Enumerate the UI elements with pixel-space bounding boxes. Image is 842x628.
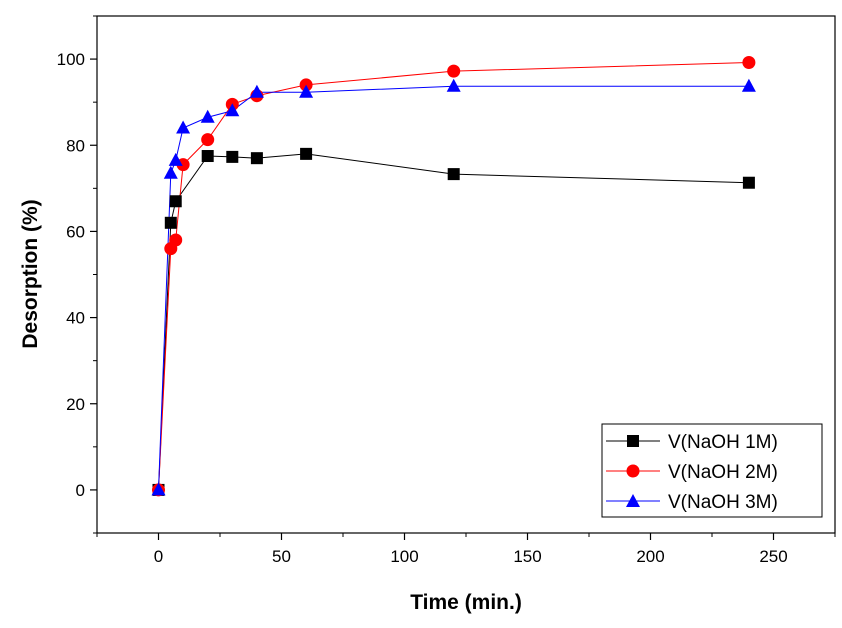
data-point-v-naoh-3m: [741, 78, 756, 92]
legend-marker-2m: [626, 464, 640, 478]
legend-marker-1m: [627, 435, 639, 447]
legend-label-1m: V(NaOH 1M): [668, 432, 778, 453]
x-tick-label: 100: [390, 547, 418, 566]
data-point-v-naoh-2m: [169, 233, 183, 247]
data-point-v-naoh-1m: [201, 150, 214, 163]
data-point-v-naoh-3m: [299, 84, 314, 98]
legend-label-3m: V(NaOH 3M): [668, 492, 778, 513]
data-point-v-naoh-3m: [249, 84, 264, 98]
y-tick-label: 100: [57, 50, 85, 69]
series-line-v-naoh-3m: [158, 85, 749, 490]
y-tick-label: 20: [66, 395, 85, 414]
x-axis-title: Time (min.): [410, 591, 522, 614]
x-tick-label: 250: [759, 547, 787, 566]
y-axis-ticks: 0 20 40 60 80 100: [57, 15, 97, 534]
data-point-v-naoh-3m: [446, 78, 461, 92]
legend-label-2m: V(NaOH 2M): [668, 462, 778, 483]
data-point-v-naoh-3m: [151, 482, 166, 496]
x-tick-label: 150: [513, 547, 541, 566]
data-point-v-naoh-3m: [163, 165, 178, 179]
data-point-v-naoh-1m: [300, 147, 313, 160]
x-tick-label: 0: [154, 547, 163, 566]
x-axis-ticks: 0 50 100 150 200 250: [96, 533, 836, 566]
y-tick-label: 40: [66, 309, 85, 328]
y-tick-label: 0: [76, 481, 85, 500]
data-point-v-naoh-1m: [447, 168, 460, 181]
data-point-v-naoh-2m: [742, 56, 756, 70]
data-point-v-naoh-1m: [250, 152, 263, 165]
y-tick-label: 80: [66, 136, 85, 155]
data-point-v-naoh-3m: [168, 152, 183, 166]
data-point-v-naoh-1m: [169, 195, 182, 208]
data-point-v-naoh-2m: [201, 133, 215, 147]
data-point-v-naoh-3m: [176, 120, 191, 134]
legend: V(NaOH 1M) V(NaOH 2M) V(NaOH 3M): [601, 423, 823, 518]
data-point-v-naoh-3m: [225, 103, 240, 117]
legend-marker-3m: [626, 494, 640, 507]
data-point-v-naoh-1m: [226, 150, 239, 163]
x-tick-label: 200: [636, 547, 664, 566]
data-point-v-naoh-3m: [200, 109, 215, 123]
data-point-v-naoh-2m: [447, 64, 461, 78]
series-layer: [151, 56, 756, 497]
data-point-v-naoh-1m: [742, 176, 755, 189]
data-point-v-naoh-1m: [164, 216, 177, 229]
x-tick-label: 50: [272, 547, 291, 566]
y-axis-title: Desorption (%): [19, 199, 42, 348]
y-tick-label: 60: [66, 222, 85, 241]
